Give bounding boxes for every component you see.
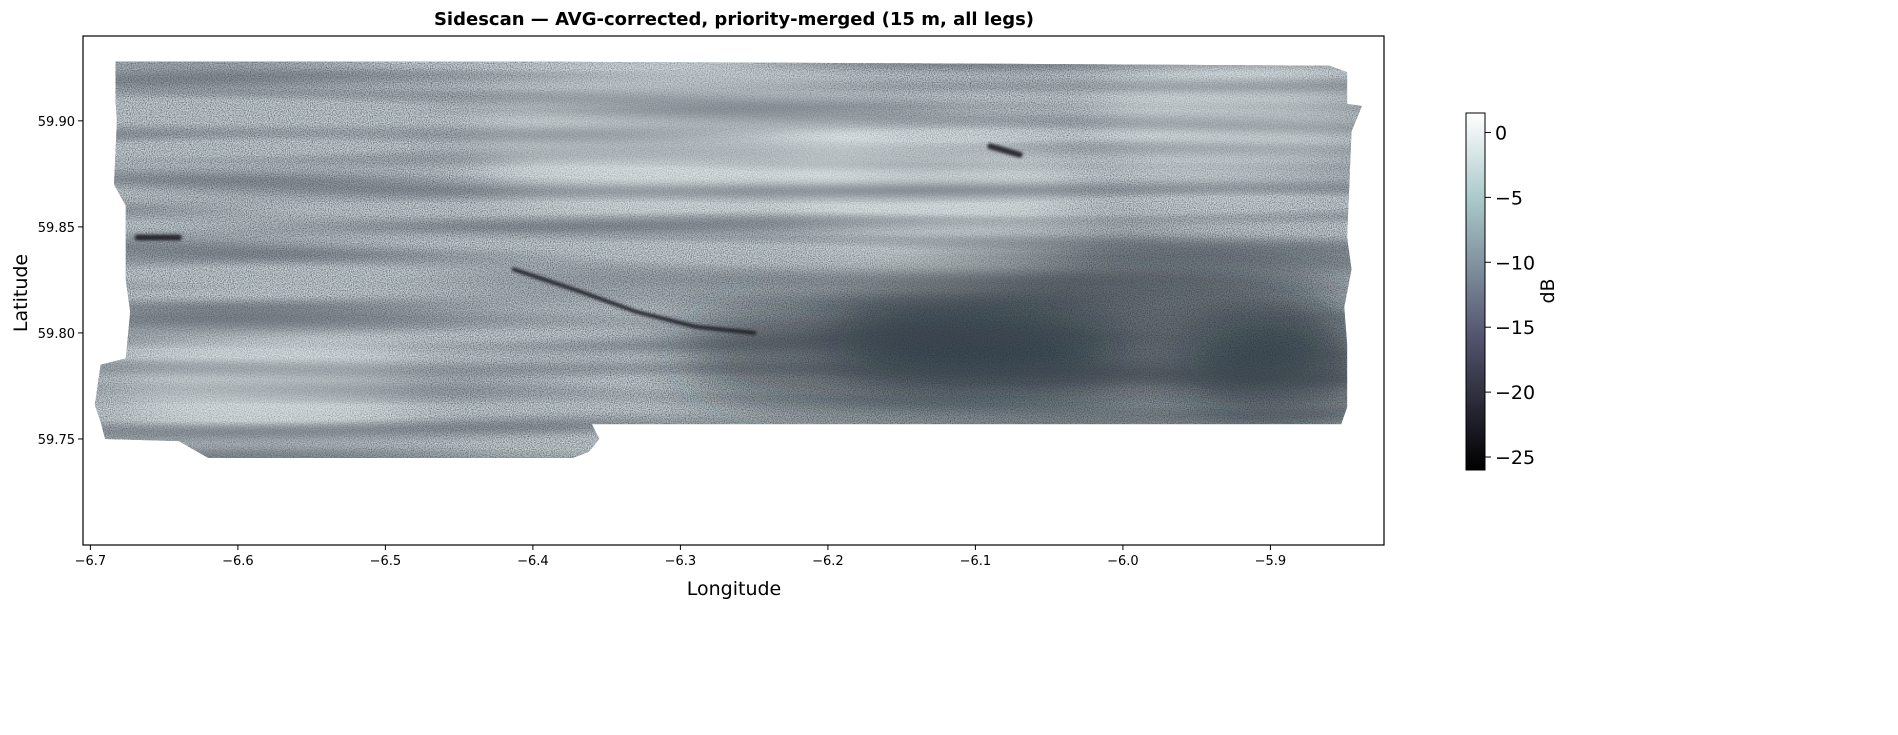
chart-title: Sidescan — AVG-corrected, priority-merge…: [434, 9, 1034, 30]
x-axis-label: Longitude: [687, 578, 782, 600]
colorbar-tick-label: 0: [1495, 122, 1507, 144]
mosaic-image: [94, 61, 1362, 458]
colorbar-tick-label: −15: [1495, 317, 1535, 339]
plot-axes: −6.7 −6.6 −6.5 −6.4 −6.3 −6.2 −6.1 −6.0 −5.9 59.7…: [38, 35, 1385, 569]
colorbar-tick-label: −25: [1495, 447, 1535, 469]
colorbar: 0 −5 −10 −15 −20 −25 dB: [1465, 112, 1559, 471]
y-tick-label: 59.75: [38, 433, 75, 448]
x-tick-label: −6.0: [1107, 554, 1139, 569]
mosaic-track-bands: [94, 61, 1362, 458]
colorbar-tick-label: −20: [1495, 382, 1535, 404]
y-tick-label: 59.90: [38, 115, 75, 130]
seabed-features: [134, 143, 1023, 335]
colorbar-ticks: 0 −5 −10 −15 −20 −25: [1485, 122, 1535, 469]
dark-patch: [987, 143, 1023, 158]
dark-lineament: [511, 267, 757, 335]
x-tick-label: −6.5: [370, 554, 402, 569]
x-tick-label: −6.6: [222, 554, 254, 569]
x-tick-label: −6.2: [812, 554, 844, 569]
colorbar-gradient: [1465, 112, 1486, 471]
colorbar-tick-label: −10: [1495, 252, 1535, 274]
colorbar-label: dB: [1537, 278, 1559, 303]
y-axis-label: Latitude: [10, 254, 32, 332]
x-tick-label: −6.7: [75, 554, 107, 569]
colorbar-tick-label: −5: [1495, 187, 1523, 209]
x-tick-label: −6.4: [517, 554, 549, 569]
x-tick-label: −5.9: [1255, 554, 1287, 569]
y-tick-label: 59.80: [38, 327, 75, 342]
axes-frame: [82, 35, 1385, 546]
x-tick-label: −6.3: [665, 554, 697, 569]
x-tick-label: −6.1: [960, 554, 992, 569]
y-tick-label: 59.85: [38, 221, 75, 236]
